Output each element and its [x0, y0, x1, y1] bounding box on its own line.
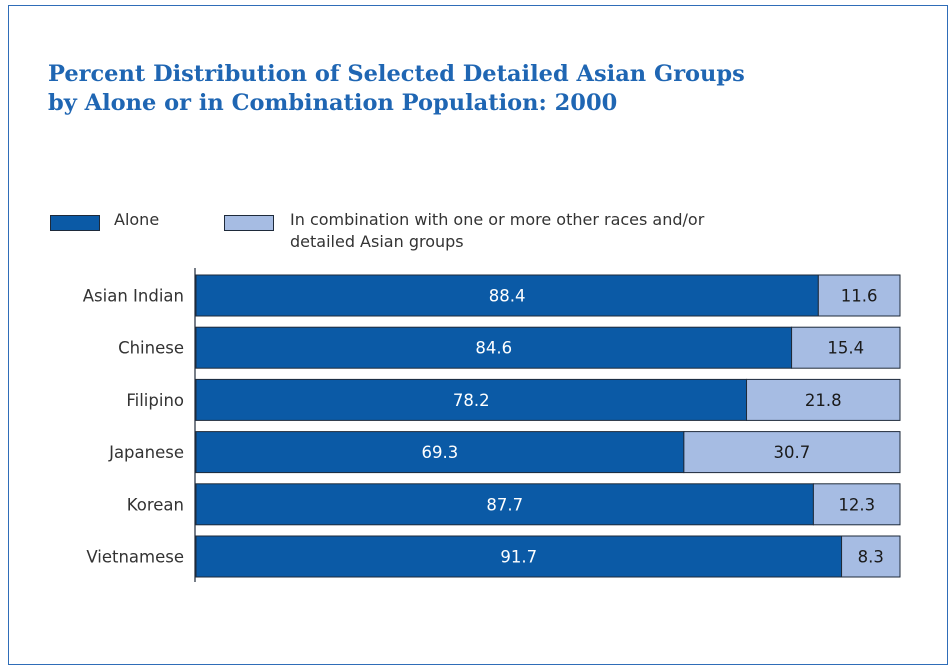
bar-alone-asian-indian [195, 274, 819, 317]
bar-combination-chinese [791, 326, 901, 369]
category-label-asian-indian: Asian Indian [83, 287, 184, 306]
value-label-combination-filipino: 21.8 [805, 391, 842, 410]
bar-combination-japanese [683, 431, 901, 474]
legend-label-combination: In combination with one or more other ra… [290, 210, 705, 251]
chart-title: Percent Distribution of Selected Detaile… [48, 61, 745, 116]
legend-label-alone: Alone [114, 210, 160, 229]
value-label-combination-chinese: 15.4 [827, 339, 864, 358]
category-label-chinese: Chinese [118, 339, 184, 358]
value-label-alone-korean: 87.7 [486, 495, 523, 514]
bar-alone-japanese [195, 431, 685, 474]
bar-combination-vietnamese [841, 535, 901, 578]
value-label-alone-filipino: 78.2 [453, 391, 490, 410]
value-label-combination-vietnamese: 8.3 [858, 548, 884, 567]
value-label-combination-asian-indian: 11.6 [841, 287, 878, 306]
value-label-alone-vietnamese: 91.7 [500, 548, 537, 567]
value-label-combination-korean: 12.3 [838, 495, 875, 514]
bar-alone-korean [195, 483, 814, 526]
bar-alone-filipino [195, 378, 748, 421]
value-label-combination-japanese: 30.7 [774, 443, 811, 462]
category-label-filipino: Filipino [126, 391, 184, 410]
category-label-vietnamese: Vietnamese [86, 548, 184, 567]
bar-combination-filipino [746, 378, 901, 421]
legend-swatch-alone [50, 215, 100, 231]
value-label-alone-japanese: 69.3 [422, 443, 459, 462]
value-label-alone-chinese: 84.6 [475, 339, 512, 358]
bar-alone-vietnamese [195, 535, 843, 578]
bar-combination-asian-indian [817, 274, 901, 317]
legend-swatch-combination [224, 215, 274, 231]
bar-combination-korean [812, 483, 901, 526]
value-label-alone-asian-indian: 88.4 [489, 287, 526, 306]
category-label-korean: Korean [127, 495, 184, 514]
category-label-japanese: Japanese [108, 443, 184, 462]
